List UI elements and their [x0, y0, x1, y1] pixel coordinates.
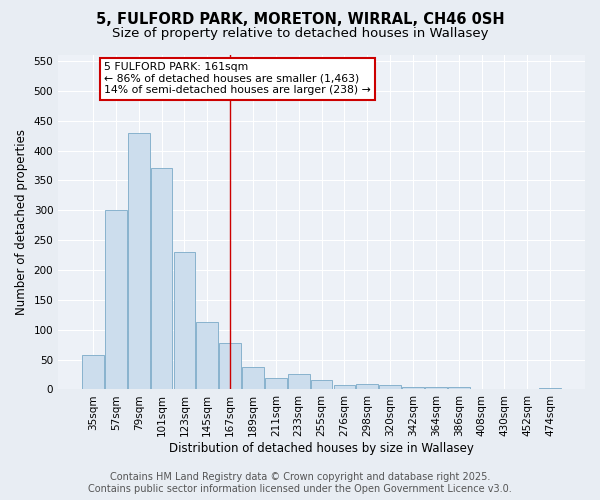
Bar — [173, 252, 195, 390]
Bar — [265, 378, 287, 390]
Bar — [539, 388, 561, 390]
Bar — [219, 343, 241, 390]
Bar — [448, 387, 470, 390]
Bar — [334, 384, 355, 390]
Bar — [196, 322, 218, 390]
Bar — [288, 374, 310, 390]
Bar — [151, 168, 172, 390]
Bar — [82, 356, 104, 390]
Bar — [356, 384, 378, 390]
Bar — [311, 380, 332, 390]
Bar — [402, 387, 424, 390]
Bar — [105, 210, 127, 390]
Text: Contains HM Land Registry data © Crown copyright and database right 2025.
Contai: Contains HM Land Registry data © Crown c… — [88, 472, 512, 494]
Text: 5, FULFORD PARK, MORETON, WIRRAL, CH46 0SH: 5, FULFORD PARK, MORETON, WIRRAL, CH46 0… — [95, 12, 505, 28]
Bar — [128, 132, 149, 390]
Bar — [379, 384, 401, 390]
Y-axis label: Number of detached properties: Number of detached properties — [15, 129, 28, 315]
Bar — [242, 367, 264, 390]
X-axis label: Distribution of detached houses by size in Wallasey: Distribution of detached houses by size … — [169, 442, 474, 455]
Text: Size of property relative to detached houses in Wallasey: Size of property relative to detached ho… — [112, 28, 488, 40]
Bar — [425, 387, 447, 390]
Text: 5 FULFORD PARK: 161sqm
← 86% of detached houses are smaller (1,463)
14% of semi-: 5 FULFORD PARK: 161sqm ← 86% of detached… — [104, 62, 371, 96]
